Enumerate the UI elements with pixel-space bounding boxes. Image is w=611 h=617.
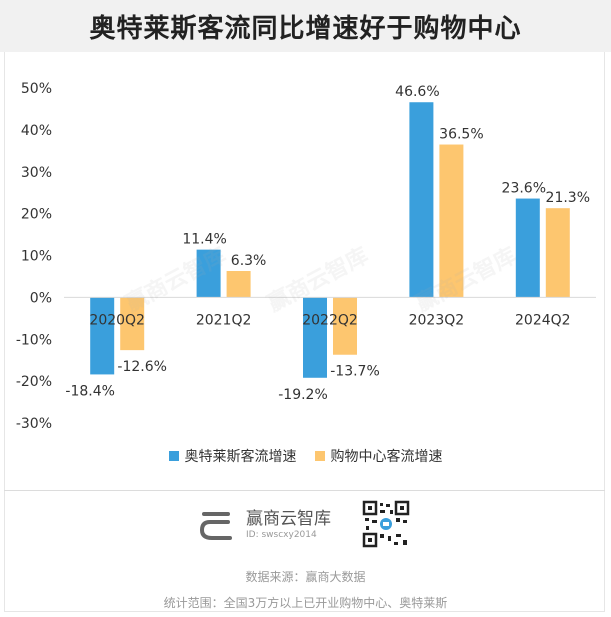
brand-logo-icon (199, 512, 232, 540)
legend-item-mall: 购物中心客流增速 (314, 446, 443, 466)
data-label-outlet: 11.4% (182, 232, 226, 248)
bar-chart: 50% 40% 30% 20% 10% 0% -10% -20% -30% -18.4%-12.6… (16, 81, 596, 432)
brand-name: 赢商云智库 (246, 509, 331, 529)
data-source: 数据来源：赢商大数据 (245, 570, 366, 584)
data-label-outlet: -19.2% (278, 387, 328, 403)
bar-mall (333, 297, 357, 355)
y-tick-label: -30% (16, 416, 52, 432)
y-tick-label: 0% (30, 290, 52, 306)
y-tick-label: 20% (21, 207, 52, 223)
y-tick-label: 10% (21, 249, 52, 265)
data-label-outlet: 46.6% (395, 84, 439, 100)
bar-mall (120, 297, 145, 351)
y-tick-label: -20% (16, 374, 52, 390)
y-tick-label: 40% (21, 123, 52, 139)
y-tick-label: 50% (21, 81, 52, 97)
x-tick-label: 2020Q2 (89, 312, 145, 328)
bar-outlet (303, 297, 327, 378)
chart-title: 奥特莱斯客流同比增速好于购物中心 (89, 13, 522, 44)
bar-mall (226, 270, 251, 298)
x-tick-label: 2024Q2 (515, 312, 571, 328)
data-label-outlet: 23.6% (502, 181, 546, 197)
data-label-mall: -13.7% (330, 364, 380, 380)
data-label-outlet: -18.4% (65, 383, 115, 399)
legend-swatch-outlet (168, 451, 179, 461)
bar-mall (545, 208, 570, 298)
bar-outlet (409, 102, 434, 298)
legend-item-outlet: 奥特莱斯客流增速 (168, 446, 297, 466)
legend: 奥特莱斯客流增速 购物中心客流增速 (0, 446, 611, 466)
divider (4, 490, 605, 491)
qr-code-icon (362, 500, 410, 548)
bar-outlet (515, 198, 540, 298)
brand-id: ID: swscxy2014 (246, 530, 317, 540)
chart-frame (4, 52, 605, 612)
bar-mall (439, 144, 464, 298)
brand-block: 赢商云智库 ID: swscxy2014 (198, 500, 418, 552)
legend-label-mall: 购物中心客流增速 (330, 449, 443, 465)
x-tick-label: 2022Q2 (302, 312, 358, 328)
data-label-mall: -12.6% (117, 359, 167, 375)
bar-outlet (196, 249, 221, 298)
data-scope: 统计范围：全国3万方以上已开业购物中心、奥特莱斯 (163, 596, 448, 610)
y-tick-label: -10% (16, 332, 52, 348)
x-tick-label: 2023Q2 (409, 312, 465, 328)
data-label-mall: 21.3% (546, 190, 590, 206)
legend-swatch-mall (314, 451, 325, 461)
y-tick-label: 30% (21, 165, 52, 181)
x-tick-label: 2021Q2 (196, 312, 252, 328)
title-band: 奥特莱斯客流同比增速好于购物中心 (0, 0, 611, 52)
data-label-mall: 36.5% (439, 127, 483, 143)
legend-label-outlet: 奥特莱斯客流增速 (184, 449, 297, 465)
data-label-mall: 6.3% (231, 253, 267, 269)
bar-outlet (90, 297, 115, 375)
